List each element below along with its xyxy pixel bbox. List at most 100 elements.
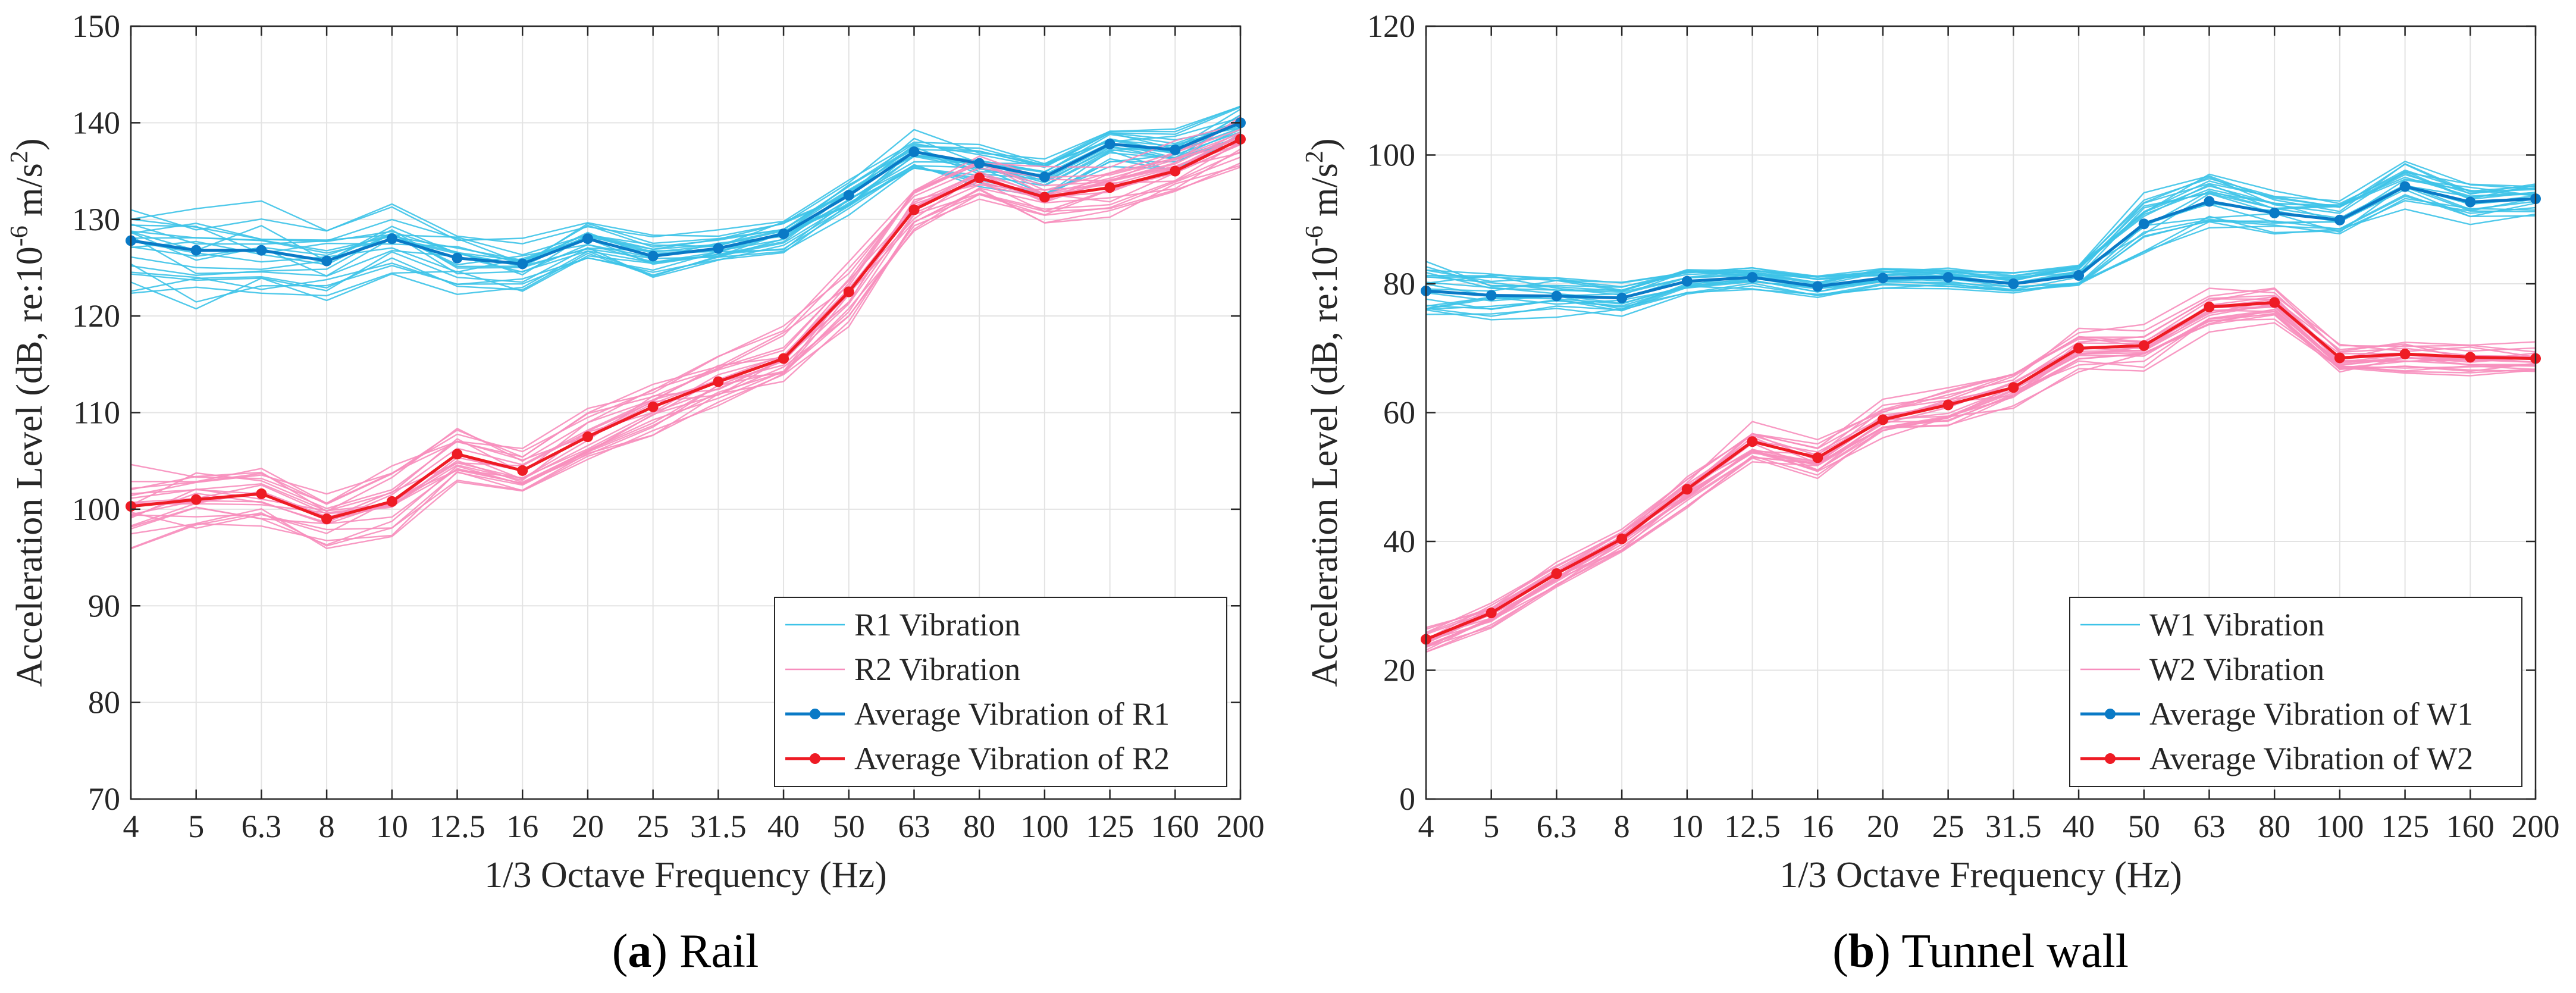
legend-box <box>2069 597 2522 787</box>
band-line <box>130 119 1241 505</box>
y-tick-label: 120 <box>72 298 120 334</box>
data-point <box>386 496 397 507</box>
band-line <box>1425 186 2536 310</box>
x-tick-label: 50 <box>2128 809 2160 844</box>
data-point <box>1616 533 1628 544</box>
data-point <box>452 449 463 460</box>
y-tick-label: 20 <box>1383 653 1415 688</box>
y-tick-label: 100 <box>72 491 120 527</box>
legend-label: Average Vibration of W1 <box>2149 696 2473 732</box>
caption-paren-close: ) <box>1875 925 1901 978</box>
data-point <box>1170 165 1181 177</box>
x-tick-label: 25 <box>1932 809 1964 844</box>
data-point <box>843 190 854 201</box>
data-point <box>1942 272 1954 283</box>
legend-label: Average Vibration of R2 <box>854 741 1170 776</box>
band-line <box>1425 184 2536 309</box>
y-tick-label: 80 <box>1383 266 1415 302</box>
band-line <box>130 131 1241 519</box>
data-point <box>190 245 202 256</box>
data-point <box>1039 171 1050 183</box>
legend-key-marker <box>2105 709 2116 719</box>
band-line <box>130 148 1241 546</box>
y-axis-title-unit-exponent: 2 <box>1301 151 1328 163</box>
data-point <box>1747 272 1758 283</box>
caption-title: Rail <box>679 925 759 978</box>
x-tick-label: 6.3 <box>1537 809 1577 844</box>
y-tick-label: 60 <box>1383 395 1415 431</box>
x-tick-label: 20 <box>572 809 604 844</box>
data-point <box>452 252 463 264</box>
x-tick-label: 4 <box>123 809 139 844</box>
legend-label: R1 Vibration <box>854 607 1020 643</box>
data-point <box>713 376 724 387</box>
data-point <box>582 233 593 245</box>
x-tick-label: 5 <box>188 809 204 844</box>
data-point <box>2073 270 2085 281</box>
y-axis-title-unit: m/s <box>10 163 50 225</box>
x-tick-label: 8 <box>319 809 335 844</box>
y-tick-label: 150 <box>72 8 120 44</box>
band-line <box>1425 170 2536 296</box>
y-axis-title-exponent: -6 <box>1301 225 1328 246</box>
data-point <box>256 488 267 499</box>
data-point <box>2204 196 2215 207</box>
data-point <box>2269 297 2280 308</box>
series-average-vibration-of-r1-line <box>130 121 1241 265</box>
y-tick-label: 130 <box>72 202 120 237</box>
band-line <box>1425 306 2536 647</box>
y-tick-label: 40 <box>1383 524 1415 559</box>
legend-label: R2 Vibration <box>854 651 1020 687</box>
data-point <box>1681 484 1693 495</box>
band-line <box>130 123 1241 505</box>
data-point <box>1486 290 1497 301</box>
y-tick-label: 110 <box>73 395 120 431</box>
caption-title: Tunnel wall <box>1901 925 2129 978</box>
data-point <box>1104 139 1115 150</box>
data-point <box>190 494 202 505</box>
x-tick-label: 12.5 <box>429 809 485 844</box>
legend-label: W1 Vibration <box>2149 607 2324 643</box>
x-tick-label: 12.5 <box>1724 809 1781 844</box>
data-point <box>1942 399 1954 411</box>
band-line <box>130 136 1241 524</box>
data-point <box>1877 414 1888 425</box>
y-axis-title-close: ) <box>1305 139 1345 151</box>
x-tick-label: 160 <box>2446 809 2494 844</box>
band-line <box>130 152 1241 527</box>
x-axis-title: 1/3 Octave Frequency (Hz) <box>484 855 887 895</box>
x-tick-label: 100 <box>2315 809 2364 844</box>
data-point <box>2465 196 2476 208</box>
series-average-vibration-of-r1 <box>126 117 1246 270</box>
x-tick-label: 160 <box>1151 809 1199 844</box>
data-point <box>2399 181 2411 192</box>
band-line <box>1425 172 2536 293</box>
data-point <box>778 228 789 240</box>
series-average-vibration-of-r2-line <box>130 137 1242 521</box>
series-average-vibration-of-w1 <box>1421 181 2541 303</box>
data-point <box>2334 352 2345 364</box>
data-point <box>2334 214 2345 225</box>
band-line <box>130 115 1241 497</box>
band-line <box>130 108 1241 262</box>
band-line <box>1425 178 2536 291</box>
data-point <box>1747 436 1758 447</box>
data-point <box>2008 382 2019 393</box>
x-tick-label: 6.3 <box>242 809 282 844</box>
data-point <box>1551 568 1562 579</box>
x-tick-label: 63 <box>2193 809 2225 844</box>
x-tick-label: 16 <box>506 809 538 844</box>
y-tick-label: 80 <box>88 685 120 721</box>
y-tick-label: 140 <box>72 105 120 140</box>
band-line <box>130 165 1241 550</box>
panel-caption: (b) Tunnel wall <box>1832 925 2129 978</box>
series-average-vibration-of-r2 <box>126 133 1246 525</box>
data-point <box>321 255 333 267</box>
band-line <box>130 151 1241 514</box>
x-tick-label: 5 <box>1483 809 1499 844</box>
data-point <box>1616 292 1628 303</box>
band-line <box>1425 287 2536 634</box>
y-axis-title: Acceleration Level (dB, re:10-6 m/s2) <box>6 139 50 687</box>
band-line <box>130 106 1241 264</box>
